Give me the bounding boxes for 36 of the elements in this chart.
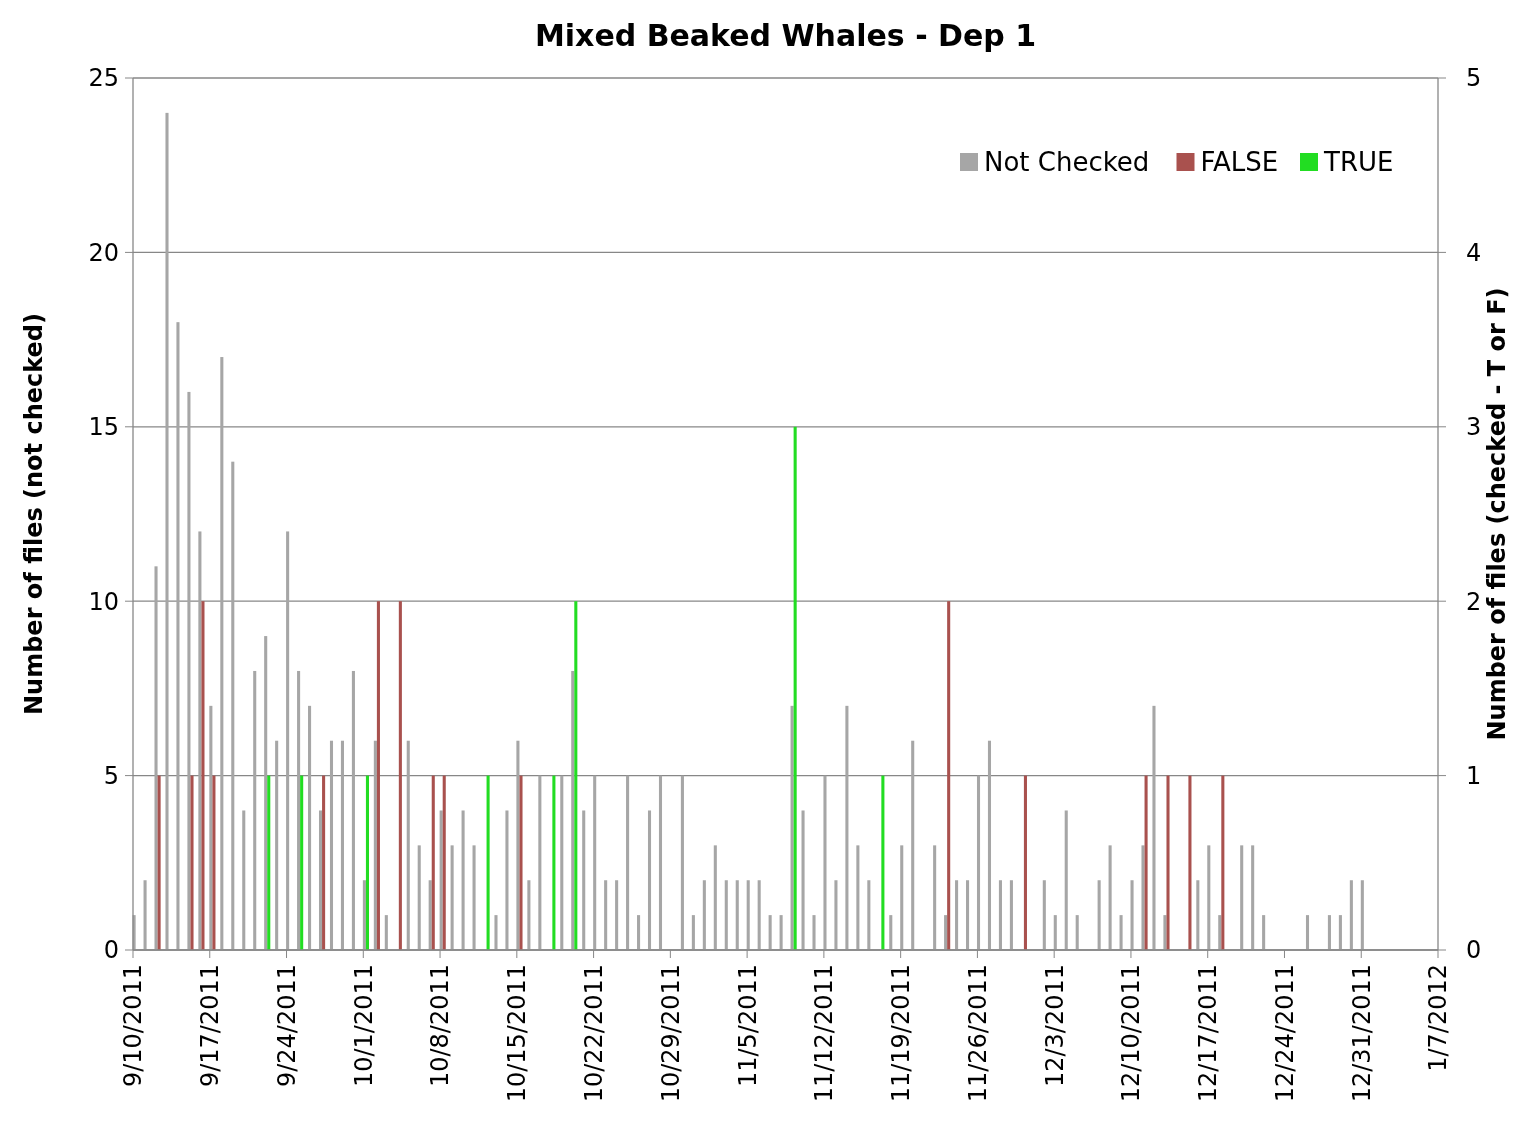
legend-label: TRUE xyxy=(1323,147,1394,178)
x-tick-label: 12/24/2011 xyxy=(1270,964,1299,1103)
legend-label: FALSE xyxy=(1200,147,1279,178)
x-tick-label: 12/10/2011 xyxy=(1117,964,1146,1103)
x-tick-label: 10/1/2011 xyxy=(349,964,378,1088)
y2-tick-label: 0 xyxy=(1466,936,1482,965)
y2-axis-title: Number of files (checked - T or F) xyxy=(1483,287,1511,741)
y-tick-label: 15 xyxy=(88,413,119,442)
x-tick-label: 11/26/2011 xyxy=(963,964,992,1103)
x-tick-label: 9/10/2011 xyxy=(119,964,148,1088)
y-tick-label: 20 xyxy=(88,238,119,267)
x-tick-label: 11/5/2011 xyxy=(733,964,762,1088)
y2-tick-label: 4 xyxy=(1466,238,1482,267)
y-tick-label: 25 xyxy=(88,64,119,93)
x-tick-label: 10/15/2011 xyxy=(503,964,532,1103)
x-tick-label: 9/24/2011 xyxy=(272,964,301,1088)
x-tick-label: 10/8/2011 xyxy=(426,964,455,1088)
y2-tick-label: 2 xyxy=(1466,587,1482,616)
chart-title: Mixed Beaked Whales - Dep 1 xyxy=(534,18,1037,53)
x-tick-label: 12/17/2011 xyxy=(1194,964,1223,1103)
x-tick-label: 12/31/2011 xyxy=(1347,964,1376,1103)
y2-tick-label: 1 xyxy=(1466,762,1482,790)
y-tick-label: 10 xyxy=(88,587,119,616)
legend-label: Not Checked xyxy=(984,147,1150,178)
y2-tick-label: 5 xyxy=(1466,64,1482,93)
y2-tick-label: 3 xyxy=(1466,413,1482,442)
x-tick-label: 9/17/2011 xyxy=(196,964,225,1088)
y-tick-label: 0 xyxy=(103,936,119,965)
x-tick-label: 11/12/2011 xyxy=(810,964,839,1103)
x-tick-label: 10/22/2011 xyxy=(579,964,608,1103)
x-tick-label: 11/19/2011 xyxy=(887,964,916,1103)
x-tick-label: 12/3/2011 xyxy=(1040,964,1069,1088)
y-axis-title: Number of files (not checked) xyxy=(20,313,48,715)
x-tick-label: 1/7/2012 xyxy=(1424,964,1453,1072)
x-tick-label: 10/29/2011 xyxy=(656,964,685,1103)
y-tick-label: 5 xyxy=(103,762,119,790)
